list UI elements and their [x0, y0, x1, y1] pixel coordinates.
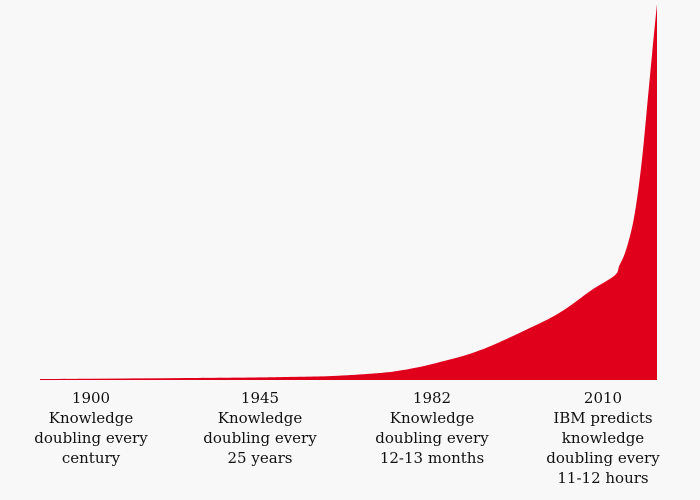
milestone-1982: 1982 Knowledge doubling every 12-13 mont…: [347, 388, 517, 468]
milestone-line: 25 years: [227, 449, 293, 467]
milestone-line: Knowledge: [48, 409, 134, 427]
milestone-line: doubling every: [203, 429, 317, 447]
milestone-year: 1900: [71, 389, 111, 407]
milestone-line: knowledge: [561, 429, 645, 447]
milestone-line: doubling every: [546, 449, 660, 467]
milestone-line: Knowledge: [217, 409, 303, 427]
milestone-1900: 1900 Knowledge doubling every century: [6, 388, 176, 468]
milestone-line: doubling every: [34, 429, 148, 447]
growth-area: [40, 3, 657, 381]
milestone-2010: 2010 IBM predicts knowledge doubling eve…: [518, 388, 688, 488]
milestone-line: century: [61, 449, 121, 467]
milestone-line: doubling every: [375, 429, 489, 447]
milestone-line: 12-13 months: [379, 449, 485, 467]
milestone-year: 1945: [240, 389, 280, 407]
milestone-line: Knowledge: [389, 409, 475, 427]
milestone-year: 2010: [583, 389, 623, 407]
milestone-year: 1982: [412, 389, 452, 407]
milestone-1945: 1945 Knowledge doubling every 25 years: [175, 388, 345, 468]
milestone-line: IBM predicts: [553, 409, 653, 427]
milestone-line: 11-12 hours: [557, 469, 649, 487]
